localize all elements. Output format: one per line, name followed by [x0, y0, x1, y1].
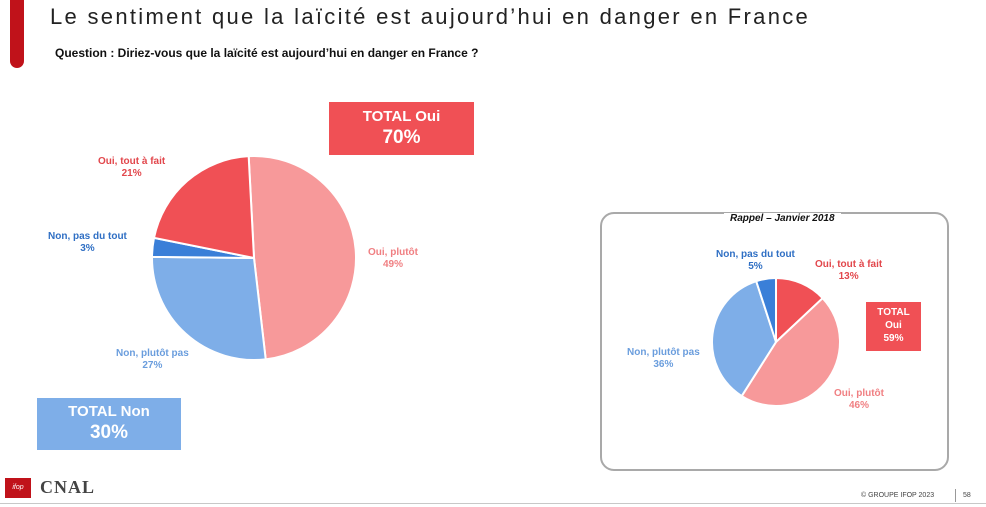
- label-2018-oui-tout-a-fait: Oui, tout à fait 13%: [815, 259, 883, 282]
- total-non-box: TOTAL Non 30%: [37, 398, 181, 450]
- recall-title: Rappel – Janvier 2018: [724, 213, 841, 224]
- pie-2023-slice-oui-plutot: [247, 155, 357, 361]
- page-separator: [955, 489, 956, 502]
- page-number: 58: [963, 492, 971, 499]
- pie-2023: [150, 155, 357, 361]
- cnal-logo: CNAL: [40, 477, 96, 497]
- label-non-pas-du-tout: Non, pas du tout 3%: [48, 231, 127, 254]
- pie-2018-slice-oui-plutot: [740, 296, 841, 407]
- question-text: Question : Diriez-vous que la laïcité es…: [55, 46, 479, 60]
- pie-2018: [711, 276, 841, 407]
- accent-bar: [10, 0, 24, 68]
- footer-line: [0, 503, 986, 504]
- label-2018-non-plutot-pas: Non, plutôt pas 36%: [627, 347, 700, 370]
- total-oui-2018-box: TOTAL Oui 59%: [866, 302, 921, 351]
- label-oui-tout-a-fait: Oui, tout à fait 21%: [98, 156, 166, 179]
- copyright: © GROUPE IFOP 2023: [861, 492, 935, 499]
- pie-2023-slice-non-plutot-pas: [151, 255, 267, 361]
- label-2018-oui-plutot: Oui, plutôt 46%: [834, 388, 884, 411]
- total-oui-box: TOTAL Oui 70%: [329, 102, 474, 155]
- pie-2023-slice-oui-tout-a-fait: [152, 155, 256, 260]
- ifop-logo: ifop: [5, 478, 31, 498]
- label-oui-plutot: Oui, plutôt 49%: [368, 247, 418, 270]
- page-title: Le sentiment que la laïcité est aujourd’…: [50, 4, 811, 29]
- label-2018-non-pas-du-tout: Non, pas du tout 5%: [716, 249, 795, 272]
- pie-2018-slice-non-plutot-pas: [711, 279, 778, 398]
- pie-2018-slice-non-pas-du-tout: [754, 276, 777, 343]
- label-non-plutot-pas: Non, plutôt pas 27%: [116, 348, 189, 371]
